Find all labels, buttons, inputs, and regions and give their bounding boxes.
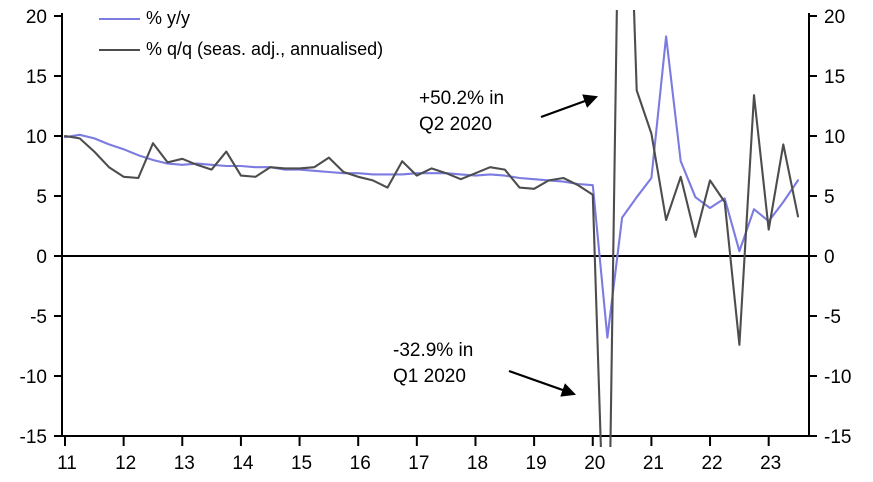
right-y-tick-label: 5	[824, 187, 835, 208]
x-tick-label: 13	[174, 453, 195, 474]
legend-label-yy: % y/y	[146, 8, 191, 28]
x-tick-label: 12	[115, 453, 136, 474]
x-tick-label: 22	[701, 453, 722, 474]
annotation-q1-2020-line1: -32.9% in	[393, 340, 474, 361]
annotation-q2-2020-line1: +50.2% in	[419, 88, 505, 109]
x-tick-label: 11	[57, 453, 77, 474]
annotation-q2-2020: +50.2% in Q2 2020	[419, 86, 504, 138]
axes: 20 20 15 15 10 10 5 5 0 0 -5 -5 -10 -10 -15 -15 11 12 13 14…	[20, 7, 852, 474]
x-tick-label: 19	[526, 453, 547, 474]
annotation-q2-2020-line2: Q2 2020	[419, 114, 492, 135]
left-y-tick-label: 5	[36, 187, 47, 208]
arrow-to-q1-2020-dip	[508, 369, 577, 397]
series-line-qq	[63, 10, 800, 447]
left-y-tick-label: 0	[36, 247, 47, 268]
series-line-yy	[63, 35, 800, 339]
left-y-tick-label: -5	[30, 307, 47, 328]
left-y-tick-label: -15	[20, 427, 47, 448]
annotation-q1-2020-line2: Q1 2020	[393, 366, 466, 387]
right-y-tick-label: 15	[824, 67, 845, 88]
x-tick-label: 16	[350, 453, 371, 474]
x-tick-label: 14	[232, 453, 254, 474]
x-tick-label: 21	[643, 453, 664, 474]
x-tick-label: 17	[408, 453, 429, 474]
annotation-q1-2020: -32.9% in Q1 2020	[393, 338, 473, 390]
arrow-to-q2-2020-spike	[540, 94, 599, 119]
legend-item-qq: % q/q (seas. adj., annualised)	[99, 39, 383, 60]
legend-item-yy: % y/y	[99, 8, 190, 29]
right-y-tick-label: -5	[824, 307, 841, 328]
right-y-tick-label: -15	[824, 427, 851, 448]
left-y-tick-label: 10	[26, 127, 47, 148]
left-y-tick-label: 15	[26, 67, 47, 88]
legend-label-qq: % q/q (seas. adj., annualised)	[146, 39, 384, 59]
x-tick-label: 20	[584, 453, 605, 474]
left-y-tick-label: 20	[26, 7, 47, 28]
x-tick-label: 23	[760, 453, 781, 474]
x-tick-label: 15	[291, 453, 312, 474]
left-y-tick-label: -10	[20, 367, 47, 388]
annotation-arrows	[508, 94, 599, 397]
plot-area	[63, 10, 800, 447]
x-tick-label: 18	[467, 453, 488, 474]
right-y-tick-label: 20	[824, 7, 845, 28]
right-y-tick-label: 10	[824, 127, 845, 148]
right-y-tick-label: 0	[824, 247, 835, 268]
legend-line-swatch-qq	[99, 48, 140, 51]
legend-line-swatch-yy	[99, 17, 140, 20]
right-y-tick-label: -10	[824, 367, 851, 388]
